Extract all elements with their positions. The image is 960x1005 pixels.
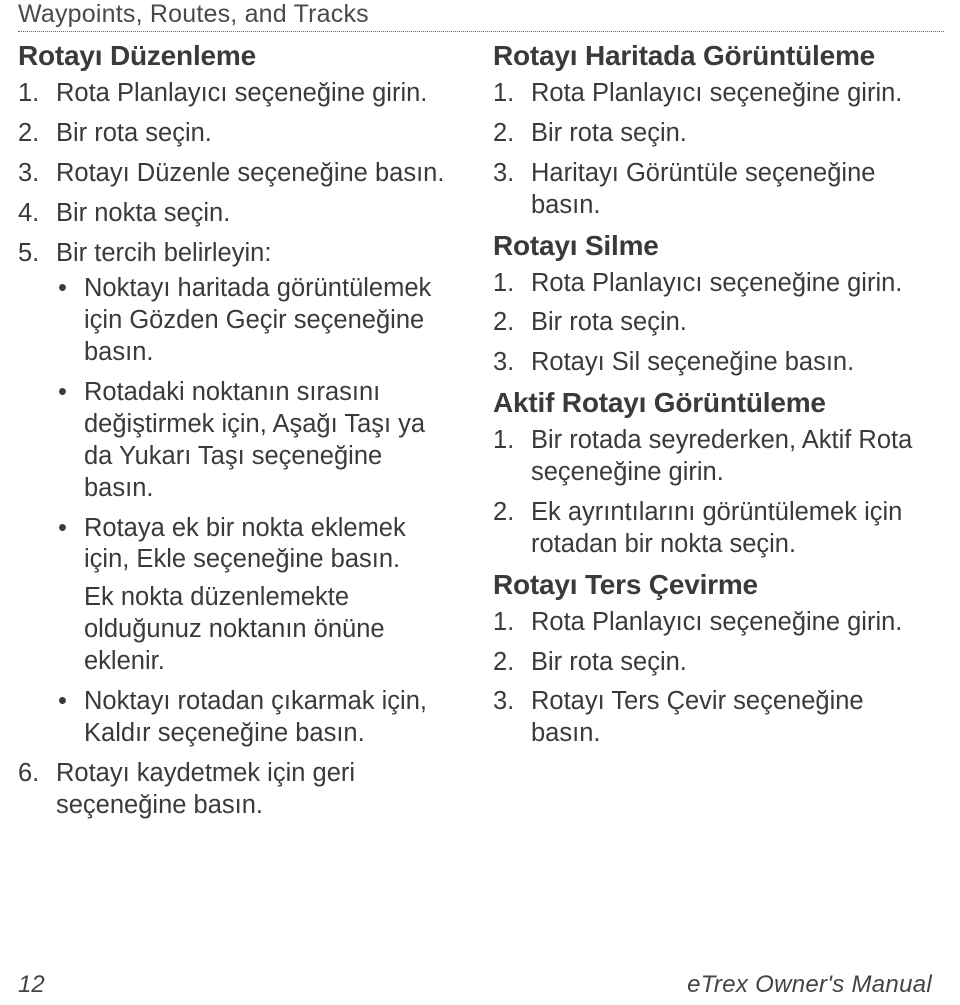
step: 5.Bir tercih belirleyin: Noktayı haritad…	[18, 238, 457, 750]
chapter-title: Waypoints, Routes, and Tracks	[18, 0, 932, 29]
bullet: Noktayı haritada görüntülemek için Gözde…	[56, 273, 457, 369]
left-column: Rotayı Düzenleme 1.Rota Planlayıcı seçen…	[18, 40, 457, 829]
step-text: Rota Planlayıcı seçeneğine girin.	[531, 269, 902, 297]
step-text: Rotayı Sil seçeneğine basın.	[531, 348, 854, 376]
step: 2.Bir rota seçin.	[18, 118, 457, 150]
step-text: Rota Planlayıcı seçeneğine girin.	[56, 79, 427, 107]
heading-delete-route: Rotayı Silme	[493, 230, 932, 262]
columns: Rotayı Düzenleme 1.Rota Planlayıcı seçen…	[18, 40, 932, 829]
divider	[18, 31, 944, 32]
step: 2.Bir rota seçin.	[493, 118, 932, 150]
manual-title: eTrex Owner's Manual	[687, 971, 932, 999]
step: 1.Rota Planlayıcı seçeneğine girin.	[493, 78, 932, 110]
step-text: Rota Planlayıcı seçeneğine girin.	[531, 608, 902, 636]
bullet-text: Rotaya ek bir nokta eklemek için, Ekle s…	[84, 514, 406, 574]
step-text: Rota Planlayıcı seçeneğine girin.	[531, 79, 902, 107]
bullet: Noktayı rotadan çıkarmak için, Kaldır se…	[56, 686, 457, 750]
step-text: Bir rota seçin.	[531, 119, 687, 147]
bullet: Rotaya ek bir nokta eklemek için, Ekle s…	[56, 513, 457, 678]
step: 1.Rota Planlayıcı seçeneğine girin.	[18, 78, 457, 110]
step-text: Rotayı kaydetmek için geri seçeneğine ba…	[56, 759, 355, 819]
heading-active-route: Aktif Rotayı Görüntüleme	[493, 387, 932, 419]
steps-active-route: 1.Bir rotada seyrederken, Aktif Rota seç…	[493, 425, 932, 561]
step-text: Haritayı Görüntüle seçeneğine basın.	[531, 159, 875, 219]
steps-view-on-map: 1.Rota Planlayıcı seçeneğine girin. 2.Bi…	[493, 78, 932, 222]
heading-edit-route: Rotayı Düzenleme	[18, 40, 457, 72]
bullets-options: Noktayı haritada görüntülemek için Gözde…	[56, 273, 457, 749]
page-footer: 12 eTrex Owner's Manual	[18, 971, 932, 999]
bullet: Rotadaki noktanın sırasını değiştirmek i…	[56, 377, 457, 505]
heading-reverse-route: Rotayı Ters Çevirme	[493, 569, 932, 601]
step: 3.Haritayı Görüntüle seçeneğine basın.	[493, 158, 932, 222]
step-text: Rotayı Düzenle seçeneğine basın.	[56, 159, 444, 187]
bullet-note: Ek nokta düzenlemekte olduğunuz noktanın…	[84, 582, 457, 678]
step-text: Bir rota seçin.	[531, 648, 687, 676]
step: 1.Bir rotada seyrederken, Aktif Rota seç…	[493, 425, 932, 489]
step-text: Bir nokta seçin.	[56, 199, 230, 227]
step: 6.Rotayı kaydetmek için geri seçeneğine …	[18, 758, 457, 822]
step: 2.Bir rota seçin.	[493, 307, 932, 339]
step: 4.Bir nokta seçin.	[18, 198, 457, 230]
step: 3.Rotayı Sil seçeneğine basın.	[493, 347, 932, 379]
manual-page: Waypoints, Routes, and Tracks Rotayı Düz…	[0, 0, 960, 1005]
page-number: 12	[18, 971, 45, 999]
step: 3.Rotayı Düzenle seçeneğine basın.	[18, 158, 457, 190]
steps-reverse-route: 1.Rota Planlayıcı seçeneğine girin. 2.Bi…	[493, 607, 932, 751]
step-text: Bir rota seçin.	[56, 119, 212, 147]
step-text: Rotayı Ters Çevir seçeneğine basın.	[531, 687, 864, 747]
heading-view-on-map: Rotayı Haritada Görüntüleme	[493, 40, 932, 72]
steps-edit-route: 1.Rota Planlayıcı seçeneğine girin. 2.Bi…	[18, 78, 457, 821]
step-text: Ek ayrıntılarını görüntülemek için rotad…	[531, 498, 902, 558]
step-text: Bir tercih belirleyin:	[56, 239, 271, 267]
right-column: Rotayı Haritada Görüntüleme 1.Rota Planl…	[493, 40, 932, 829]
step-text: Bir rotada seyrederken, Aktif Rota seçen…	[531, 426, 912, 486]
step: 1.Rota Planlayıcı seçeneğine girin.	[493, 268, 932, 300]
step: 2.Bir rota seçin.	[493, 647, 932, 679]
step: 1.Rota Planlayıcı seçeneğine girin.	[493, 607, 932, 639]
step: 3.Rotayı Ters Çevir seçeneğine basın.	[493, 686, 932, 750]
step-text: Bir rota seçin.	[531, 308, 687, 336]
step: 2.Ek ayrıntılarını görüntülemek için rot…	[493, 497, 932, 561]
steps-delete-route: 1.Rota Planlayıcı seçeneğine girin. 2.Bi…	[493, 268, 932, 380]
